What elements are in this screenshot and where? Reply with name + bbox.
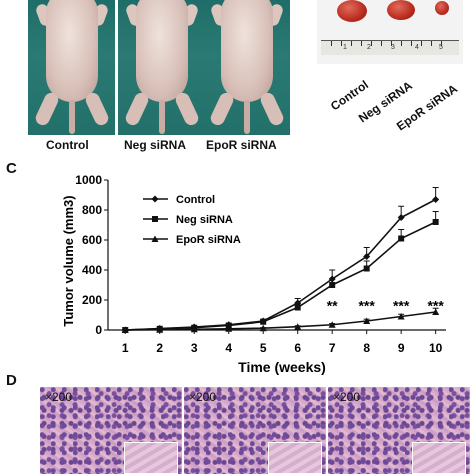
data-point-neg-sirna xyxy=(294,304,301,311)
legend-label-epor-sirna: EpoR siRNA xyxy=(176,234,241,246)
ruler-number-1: 1 xyxy=(343,44,347,51)
data-point-epor-sirna xyxy=(190,325,198,333)
x-axis-label: Time (weeks) xyxy=(238,359,326,375)
data-point-epor-sirna xyxy=(225,325,233,332)
magnification-label: ×200 xyxy=(333,390,361,404)
data-point-epor-sirna xyxy=(397,313,405,320)
y-axis-label: Tumor volume (mm3) xyxy=(61,195,76,326)
data-point-epor-sirna xyxy=(121,326,129,333)
series-line-control xyxy=(125,198,437,331)
y-tick-label: 400 xyxy=(82,263,102,277)
legend-marker-epor-sirna xyxy=(151,235,159,242)
tumor-photo: 1 2 3 4 5 xyxy=(317,0,463,64)
data-point-control xyxy=(397,214,405,221)
legend-marker-neg-sirna xyxy=(152,216,158,222)
data-point-neg-sirna xyxy=(432,219,439,225)
x-tick-label: 5 xyxy=(260,341,267,355)
x-tick-label: 8 xyxy=(363,341,370,355)
mouse-photo-neg-sirna xyxy=(118,0,205,135)
x-tick-label: 6 xyxy=(294,341,301,355)
panel-letter-c: C xyxy=(6,160,17,177)
y-tick-label: 800 xyxy=(82,203,102,217)
x-tick-label: 3 xyxy=(191,341,198,355)
series-line-neg-sirna xyxy=(125,221,436,331)
tumor-neg-sirna xyxy=(387,0,415,20)
panel-letter-d: D xyxy=(6,372,17,389)
data-point-epor-sirna xyxy=(259,324,267,332)
data-point-neg-sirna xyxy=(398,235,405,242)
x-tick-label: 10 xyxy=(429,341,443,355)
ruler-number-4: 4 xyxy=(415,44,419,51)
x-tick-label: 1 xyxy=(122,341,129,355)
data-point-epor-sirna xyxy=(156,326,164,333)
data-point-epor-sirna xyxy=(432,308,440,315)
y-tick-label: 200 xyxy=(82,293,102,307)
y-tick-label: 600 xyxy=(82,233,102,247)
data-point-control xyxy=(363,253,371,260)
histology-inset xyxy=(412,442,466,474)
significance-label: *** xyxy=(358,298,375,314)
data-point-neg-sirna xyxy=(363,265,370,272)
ruler-number-3: 3 xyxy=(391,44,395,51)
data-point-control xyxy=(432,196,440,203)
tumor-epor-sirna xyxy=(435,1,449,15)
tumor-control xyxy=(337,0,367,22)
data-point-neg-sirna xyxy=(260,318,267,325)
ruler-number-5: 5 xyxy=(439,44,443,51)
data-point-epor-sirna xyxy=(328,321,336,328)
significance-label: ** xyxy=(327,298,338,314)
ruler-number-2: 2 xyxy=(367,44,371,51)
x-tick-label: 7 xyxy=(329,341,336,355)
magnification-label: ×200 xyxy=(45,390,73,404)
x-tick-label: 2 xyxy=(156,341,163,355)
significance-label: *** xyxy=(393,298,410,314)
label-epor-sirna: EpoR siRNA xyxy=(206,138,277,152)
significance-label: *** xyxy=(427,298,444,314)
y-tick-label: 0 xyxy=(95,323,102,337)
data-point-neg-sirna xyxy=(329,282,336,288)
x-tick-label: 9 xyxy=(398,341,405,355)
mouse-photo-epor-sirna xyxy=(203,0,290,135)
histology-epor-sirna: ×200 xyxy=(328,387,470,474)
histology-inset xyxy=(124,442,178,474)
mouse-photo-control xyxy=(28,0,115,135)
ruler: 1 2 3 4 5 xyxy=(321,40,459,55)
histology-neg-sirna: ×200 xyxy=(184,387,326,474)
legend-marker-control xyxy=(151,195,159,203)
legend-label-neg-sirna: Neg siRNA xyxy=(176,214,233,226)
series-line-epor-sirna xyxy=(125,311,436,331)
legend-label-control: Control xyxy=(176,194,215,206)
x-tick-label: 4 xyxy=(225,341,232,355)
label-neg-sirna: Neg siRNA xyxy=(124,138,187,152)
histology-control: ×200 xyxy=(40,387,182,474)
magnification-label: ×200 xyxy=(189,390,217,404)
y-tick-label: 1000 xyxy=(75,173,102,187)
data-point-epor-sirna xyxy=(294,323,302,330)
data-point-epor-sirna xyxy=(363,317,371,324)
label-control: Control xyxy=(46,138,89,152)
histology-inset xyxy=(268,442,322,474)
